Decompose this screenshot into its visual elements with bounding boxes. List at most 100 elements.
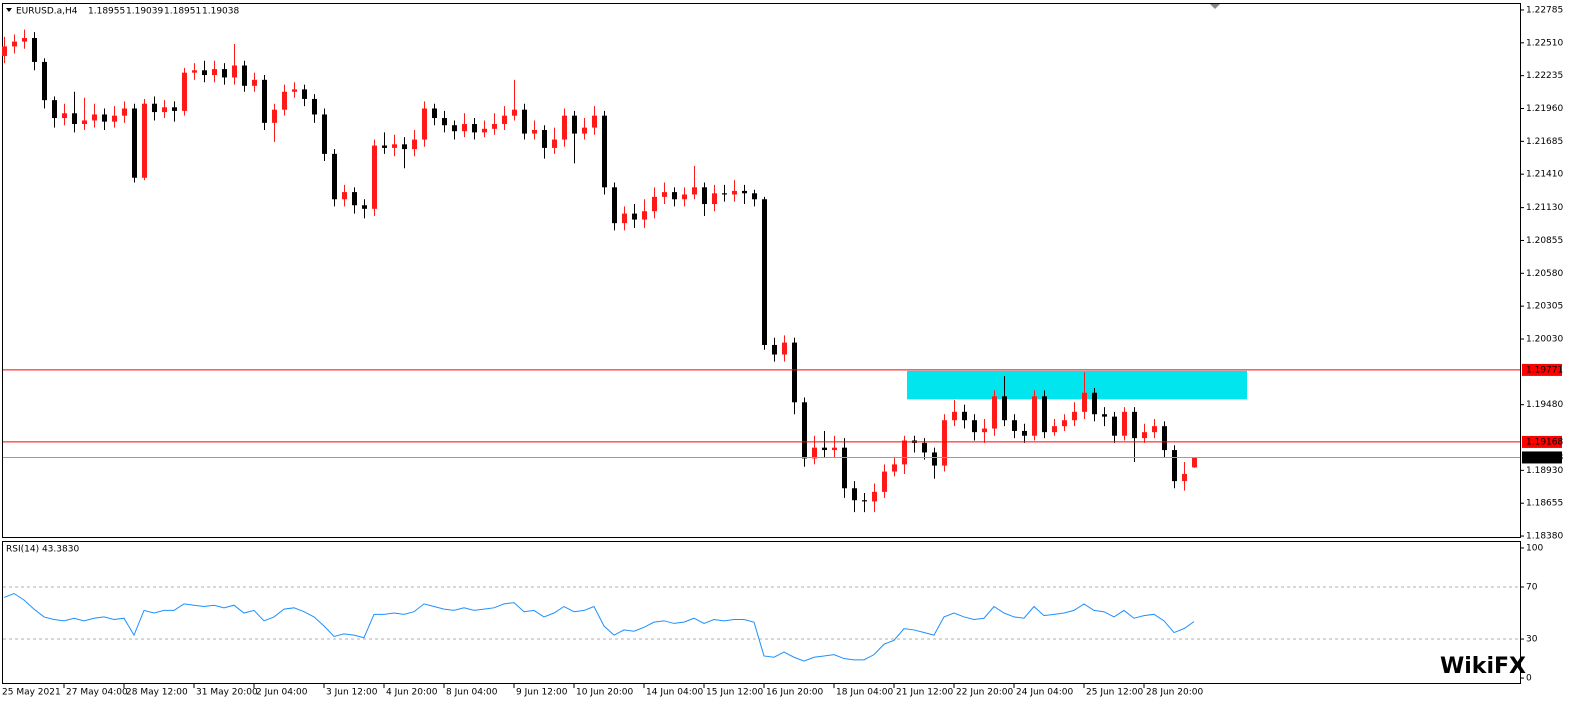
candle xyxy=(342,184,347,207)
candle-body xyxy=(162,107,167,113)
candle xyxy=(612,182,617,231)
candle-body xyxy=(122,108,127,116)
candle xyxy=(242,60,247,92)
candle xyxy=(1132,407,1137,463)
x-tick-label: 16 Jun 20:00 xyxy=(766,688,823,698)
candle-body xyxy=(92,114,97,121)
candle-body xyxy=(842,447,847,489)
candle-body xyxy=(932,452,937,466)
candle xyxy=(822,430,827,458)
ohlc-value: 1.18951 xyxy=(164,7,201,17)
candle-body xyxy=(772,344,777,355)
x-tick-label: 22 Jun 20:00 xyxy=(956,688,1013,698)
candle-body xyxy=(642,211,647,220)
candle xyxy=(1142,423,1147,443)
candle-body xyxy=(442,118,447,126)
x-tick-label: 18 Jun 04:00 xyxy=(836,688,893,698)
candle xyxy=(372,139,377,216)
candle xyxy=(802,397,807,467)
candle-body xyxy=(892,464,897,472)
candle-body xyxy=(812,447,817,459)
candle xyxy=(852,481,857,513)
candle-body xyxy=(962,411,967,421)
symbol-title: EURUSD.a,H4 xyxy=(16,7,78,17)
y-tick-label: 1.20030 xyxy=(1526,334,1563,344)
candle xyxy=(42,58,47,109)
rsi-tick-label: 100 xyxy=(1526,543,1543,553)
candle-body xyxy=(592,115,597,128)
candle-body xyxy=(682,194,687,200)
x-tick-label: 4 Jun 20:00 xyxy=(386,688,438,698)
candle xyxy=(882,464,887,498)
candle-body xyxy=(352,192,357,206)
candle xyxy=(832,435,837,458)
candle xyxy=(112,106,117,128)
candle-body xyxy=(492,124,497,129)
candle xyxy=(82,97,87,130)
candle-body xyxy=(802,402,807,459)
candle-body xyxy=(982,428,987,433)
x-tick-label: 28 May 12:00 xyxy=(126,688,188,698)
candle-body xyxy=(212,69,217,76)
x-tick-label: 14 Jun 04:00 xyxy=(646,688,703,698)
candle-body xyxy=(1112,416,1117,436)
x-tick-label: 24 Jun 04:00 xyxy=(1016,688,1073,698)
candle xyxy=(1122,407,1127,441)
main-frame xyxy=(2,3,1521,538)
candle xyxy=(122,101,127,123)
candle xyxy=(1082,372,1087,420)
candle-body xyxy=(952,411,957,421)
candle xyxy=(542,125,547,159)
candle xyxy=(782,335,787,362)
ohlc-value: 1.18955 xyxy=(88,7,125,17)
candle-body xyxy=(422,108,427,140)
x-tick-label: 15 Jun 12:00 xyxy=(706,688,763,698)
candle xyxy=(92,103,97,128)
candle xyxy=(362,199,367,219)
candle-body xyxy=(1052,426,1057,433)
y-tick-label: 1.18380 xyxy=(1526,532,1563,542)
candle xyxy=(352,187,357,214)
candle-body xyxy=(1122,411,1127,436)
candle-body xyxy=(362,205,367,209)
candle xyxy=(1042,390,1047,439)
candle-body xyxy=(302,89,307,99)
price-label-bg xyxy=(1522,451,1562,464)
candle-body xyxy=(612,187,617,224)
candle-body xyxy=(692,187,697,195)
shift-marker xyxy=(1210,4,1220,9)
candle xyxy=(722,184,727,202)
candle xyxy=(452,120,457,140)
candle xyxy=(142,98,147,181)
candle-body xyxy=(622,213,627,224)
x-tick-label: 21 Jun 12:00 xyxy=(896,688,953,698)
candle-body xyxy=(572,115,577,134)
candle xyxy=(292,82,297,98)
candle xyxy=(1072,402,1077,427)
candle xyxy=(1182,462,1187,491)
candle xyxy=(942,414,947,472)
y-tick-label: 1.20855 xyxy=(1526,236,1563,246)
candle-body xyxy=(522,109,527,134)
candle xyxy=(662,182,667,205)
candle xyxy=(632,204,637,228)
candle-body xyxy=(272,109,277,123)
candle-body xyxy=(252,79,257,86)
candle xyxy=(932,447,937,479)
candle-body xyxy=(312,98,317,115)
x-tick-label: 25 May 2021 xyxy=(2,688,61,698)
x-tick-label: 3 Jun 12:00 xyxy=(326,688,378,698)
candle xyxy=(192,63,197,80)
rsi-title: RSI(14) 43.3830 xyxy=(6,545,79,555)
candle-body xyxy=(52,100,57,119)
menu-triangle[interactable] xyxy=(6,8,12,12)
candle xyxy=(492,113,497,135)
rsi-tick-label: 0 xyxy=(1526,674,1532,684)
y-tick-label: 1.21960 xyxy=(1526,104,1563,114)
candle-body xyxy=(172,107,177,111)
candle-body xyxy=(472,124,477,133)
candle-body xyxy=(602,115,607,188)
candle-body xyxy=(82,120,87,125)
candle xyxy=(672,187,677,207)
